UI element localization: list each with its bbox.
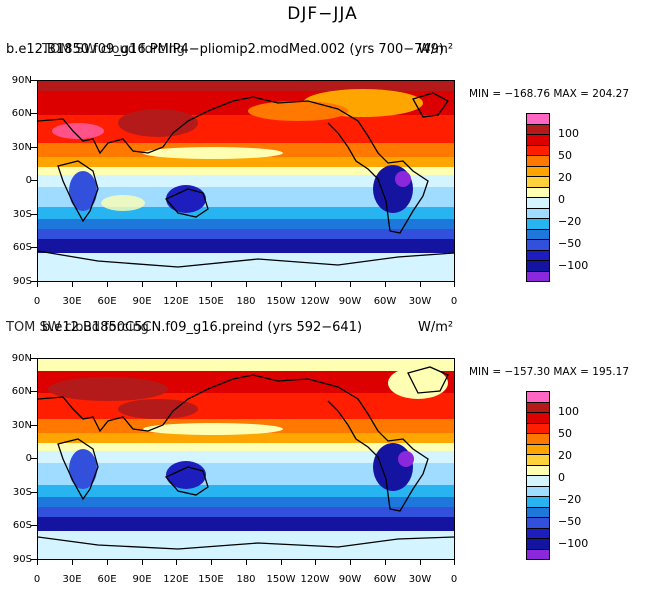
lon-label: 180 xyxy=(236,574,256,585)
lon-label: 30E xyxy=(62,574,82,585)
map-panel-preindustrial: TOM SW cloud forcing b.e12.B1850C5CN.f09… xyxy=(0,320,645,595)
panel-units: W/m² xyxy=(418,42,454,57)
lon-label: 30E xyxy=(62,296,82,307)
lon-label: 30W xyxy=(408,574,432,585)
lon-label: 0 xyxy=(33,574,41,585)
colorbar-label: −20 xyxy=(558,215,582,228)
lat-label: 60N xyxy=(11,386,32,397)
colorbar-label: 50 xyxy=(558,149,572,162)
lon-label: 150E xyxy=(198,574,224,585)
lat-label: 60S xyxy=(12,242,32,253)
lon-label: 0 xyxy=(33,296,41,307)
colorbar-label: 100 xyxy=(558,405,579,418)
lon-label: 0 xyxy=(450,574,458,585)
colorbar-label: −20 xyxy=(558,493,582,506)
colorbar-label: 50 xyxy=(558,427,572,440)
lat-label: 30N xyxy=(11,420,32,431)
lon-label: 120E xyxy=(163,574,189,585)
lon-label: 90W xyxy=(338,296,362,307)
contour-map xyxy=(37,358,455,560)
panel-variable-title: TOM SW cloud forcing xyxy=(6,320,149,335)
lon-label: 90E xyxy=(132,574,152,585)
lon-label: 150W xyxy=(266,296,296,307)
colorbar-label: −50 xyxy=(558,237,582,250)
contour-field xyxy=(38,359,454,559)
figure-title: DJF−JJA xyxy=(287,4,358,24)
lon-label: 60E xyxy=(97,574,117,585)
lon-label: 60E xyxy=(97,296,117,307)
lat-label: 60N xyxy=(11,108,32,119)
panel-units: W/m² xyxy=(418,320,454,335)
contour-map xyxy=(37,80,455,282)
panel-variable-title: TOM SW cloud forcing xyxy=(42,42,185,57)
colorbar xyxy=(526,391,550,560)
lon-label: 90E xyxy=(132,296,152,307)
colorbar-label: 100 xyxy=(558,127,579,140)
lat-label: 0 xyxy=(25,175,32,186)
lon-label: 150E xyxy=(198,296,224,307)
colorbar-swatch xyxy=(526,270,550,282)
lat-label: 90N xyxy=(11,75,32,86)
lon-label: 180 xyxy=(236,296,256,307)
lon-label: 90W xyxy=(338,574,362,585)
colorbar-label: 20 xyxy=(558,449,572,462)
lon-label: 120W xyxy=(300,574,330,585)
colorbar-label: −100 xyxy=(558,537,589,550)
lat-label: 90S xyxy=(12,276,32,287)
colorbar-label: 0 xyxy=(558,193,565,206)
colorbar-swatch xyxy=(526,548,550,560)
panel-case-title: b.e12.B1850C5CN.f09_g16.preind (yrs 592−… xyxy=(42,320,363,335)
lon-label: 120W xyxy=(300,296,330,307)
colorbar-label: 20 xyxy=(558,171,572,184)
min-max-readout: MIN = −168.76 MAX = 204.27 xyxy=(469,88,630,100)
colorbar-label: −50 xyxy=(558,515,582,528)
panel-case-title: b.e12.B1850.f09_g16.PMIP4−pliomip2.modMe… xyxy=(6,42,445,57)
lat-label: 30S xyxy=(12,487,32,498)
map-panel-pliocene: b.e12.B1850.f09_g16.PMIP4−pliomip2.modMe… xyxy=(0,42,645,317)
lon-label: 0 xyxy=(450,296,458,307)
lon-label: 150W xyxy=(266,574,296,585)
min-max-readout: MIN = −157.30 MAX = 195.17 xyxy=(469,366,630,378)
colorbar-label: −100 xyxy=(558,259,589,272)
lat-label: 30S xyxy=(12,209,32,220)
colorbar xyxy=(526,113,550,282)
colorbar-label: 0 xyxy=(558,471,565,484)
lat-label: 90N xyxy=(11,353,32,364)
lat-label: 30N xyxy=(11,142,32,153)
lat-label: 60S xyxy=(12,520,32,531)
lon-label: 30W xyxy=(408,296,432,307)
lat-label: 90S xyxy=(12,554,32,565)
lat-label: 0 xyxy=(25,453,32,464)
lon-label: 60W xyxy=(373,574,397,585)
lon-label: 60W xyxy=(373,296,397,307)
lon-label: 120E xyxy=(163,296,189,307)
contour-field xyxy=(38,81,454,281)
